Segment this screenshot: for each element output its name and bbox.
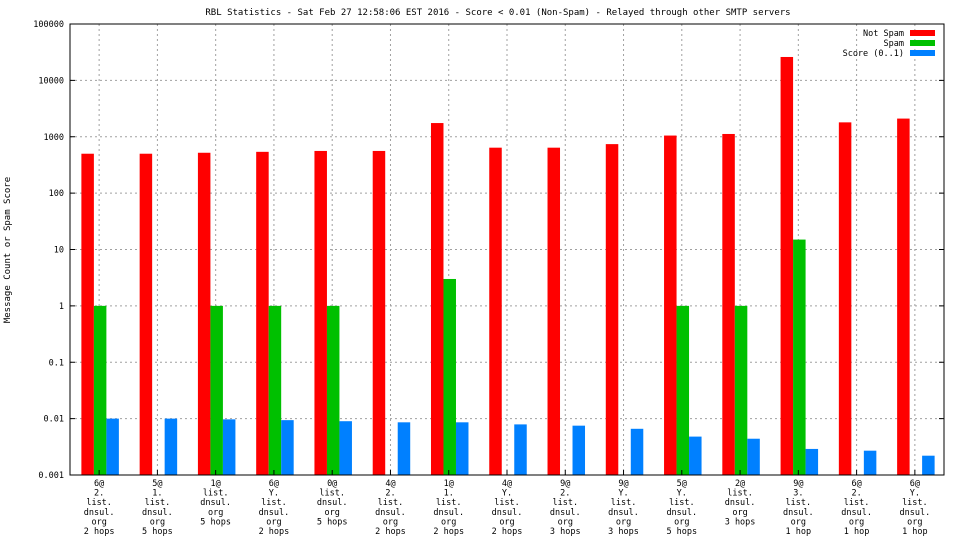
x-tick-label: 9@ Y. list. dnsul. org 3 hops <box>608 479 639 537</box>
legend-swatch <box>910 30 935 36</box>
bar-score-0-1 <box>514 424 527 475</box>
y-tick-label: 1000 <box>44 133 64 143</box>
bar-score-0-1 <box>689 436 702 475</box>
bar-not-spam <box>897 118 910 475</box>
x-tick-label: 1@ list. dnsul. org 5 hops <box>200 479 231 527</box>
x-tick-label: 4@ Y. list. dnsul. org 2 hops <box>492 479 523 537</box>
bar-score-0-1 <box>222 419 236 475</box>
bar-not-spam <box>314 150 327 475</box>
legend-swatch <box>910 50 935 56</box>
bar-score-0-1 <box>572 425 586 475</box>
bar-score-0-1 <box>164 418 178 475</box>
bar-spam <box>210 305 223 475</box>
x-tick-label: 6@ Y. list. dnsul. org 2 hops <box>259 479 290 537</box>
bar-score-0-1 <box>455 422 469 475</box>
x-tick-label: 2@ list. dnsul. org 3 hops <box>725 479 756 527</box>
y-tick-label: 100000 <box>33 20 64 30</box>
bar-not-spam <box>256 151 269 475</box>
x-tick-label: 5@ Y. list. dnsul. org 5 hops <box>666 479 697 537</box>
bar-not-spam <box>838 122 852 475</box>
bar-score-0-1 <box>630 428 644 475</box>
bar-spam <box>326 305 340 475</box>
bar-not-spam <box>372 150 386 475</box>
bar-not-spam <box>489 147 502 475</box>
y-tick-label: 0.01 <box>44 415 64 425</box>
x-tick-label: 0@ list. dnsul. org 5 hops <box>317 479 348 527</box>
bar-not-spam <box>722 133 735 475</box>
y-axis-label: Message Count or Spam Score <box>3 177 13 323</box>
y-tick-label: 1 <box>59 302 64 312</box>
x-tick-label: 5@ 1. list. dnsul. org 5 hops <box>142 479 173 537</box>
bar-spam <box>443 278 456 475</box>
bar-not-spam <box>139 153 153 475</box>
bar-score-0-1 <box>397 422 411 475</box>
x-tick-label: 9@ 3. list. dnsul. org 1 hop <box>783 479 814 537</box>
legend-label: Score (0..1) <box>843 49 904 59</box>
bar-not-spam <box>81 153 94 475</box>
bar-not-spam <box>197 152 211 475</box>
plot-frame <box>69 23 945 476</box>
bar-spam <box>676 305 690 475</box>
bars <box>81 56 935 476</box>
x-tick-label: 6@ Y. list. dnsul. org 1 hop <box>900 479 931 537</box>
bar-score-0-1 <box>805 448 819 475</box>
x-tick-label: 6@ 2. list. dnsul. org 2 hops <box>84 479 115 537</box>
bar-not-spam <box>664 135 677 475</box>
legend-label: Spam <box>884 39 904 49</box>
bar-score-0-1 <box>922 455 935 475</box>
x-tick-label: 9@ 2. list. dnsul. org 3 hops <box>550 479 581 537</box>
bar-spam <box>93 305 107 475</box>
x-tick-label: 6@ 2. list. dnsul. org 1 hop <box>841 479 872 537</box>
bar-not-spam <box>430 123 444 475</box>
bar-score-0-1 <box>747 438 760 475</box>
chart-title: RBL Statistics - Sat Feb 27 12:58:06 EST… <box>205 8 790 18</box>
y-tick-labels: 0.001 0.01 0.1 1 10 100 1000 10000 100000 <box>33 20 64 481</box>
bar-spam <box>268 305 282 475</box>
x-tick-labels: 6@ 2. list. dnsul. org 2 hops 5@ 1. list. dnsul. o… <box>84 479 930 537</box>
bar-spam <box>734 305 748 475</box>
y-tick-label: 0.001 <box>38 471 64 481</box>
bar-score-0-1 <box>863 450 877 475</box>
bar-not-spam <box>605 144 619 475</box>
y-tick-label: 10000 <box>38 76 64 86</box>
bar-spam <box>793 239 806 475</box>
legend-swatch <box>910 40 935 46</box>
y-tick-label: 100 <box>49 189 64 199</box>
x-tick-label: 1@ 1. list. dnsul. org 2 hops <box>433 479 464 537</box>
bar-not-spam <box>780 56 794 476</box>
bar-score-0-1 <box>281 420 294 475</box>
x-tick-label: 4@ 2. list. dnsul. org 2 hops <box>375 479 406 537</box>
y-tick-label: 0.1 <box>49 358 64 368</box>
bar-not-spam <box>547 147 561 475</box>
legend-label: Not Spam <box>863 29 904 39</box>
bar-score-0-1 <box>106 418 119 475</box>
plot-border <box>69 23 945 476</box>
bar-score-0-1 <box>339 421 352 475</box>
y-tick-label: 10 <box>54 246 64 256</box>
